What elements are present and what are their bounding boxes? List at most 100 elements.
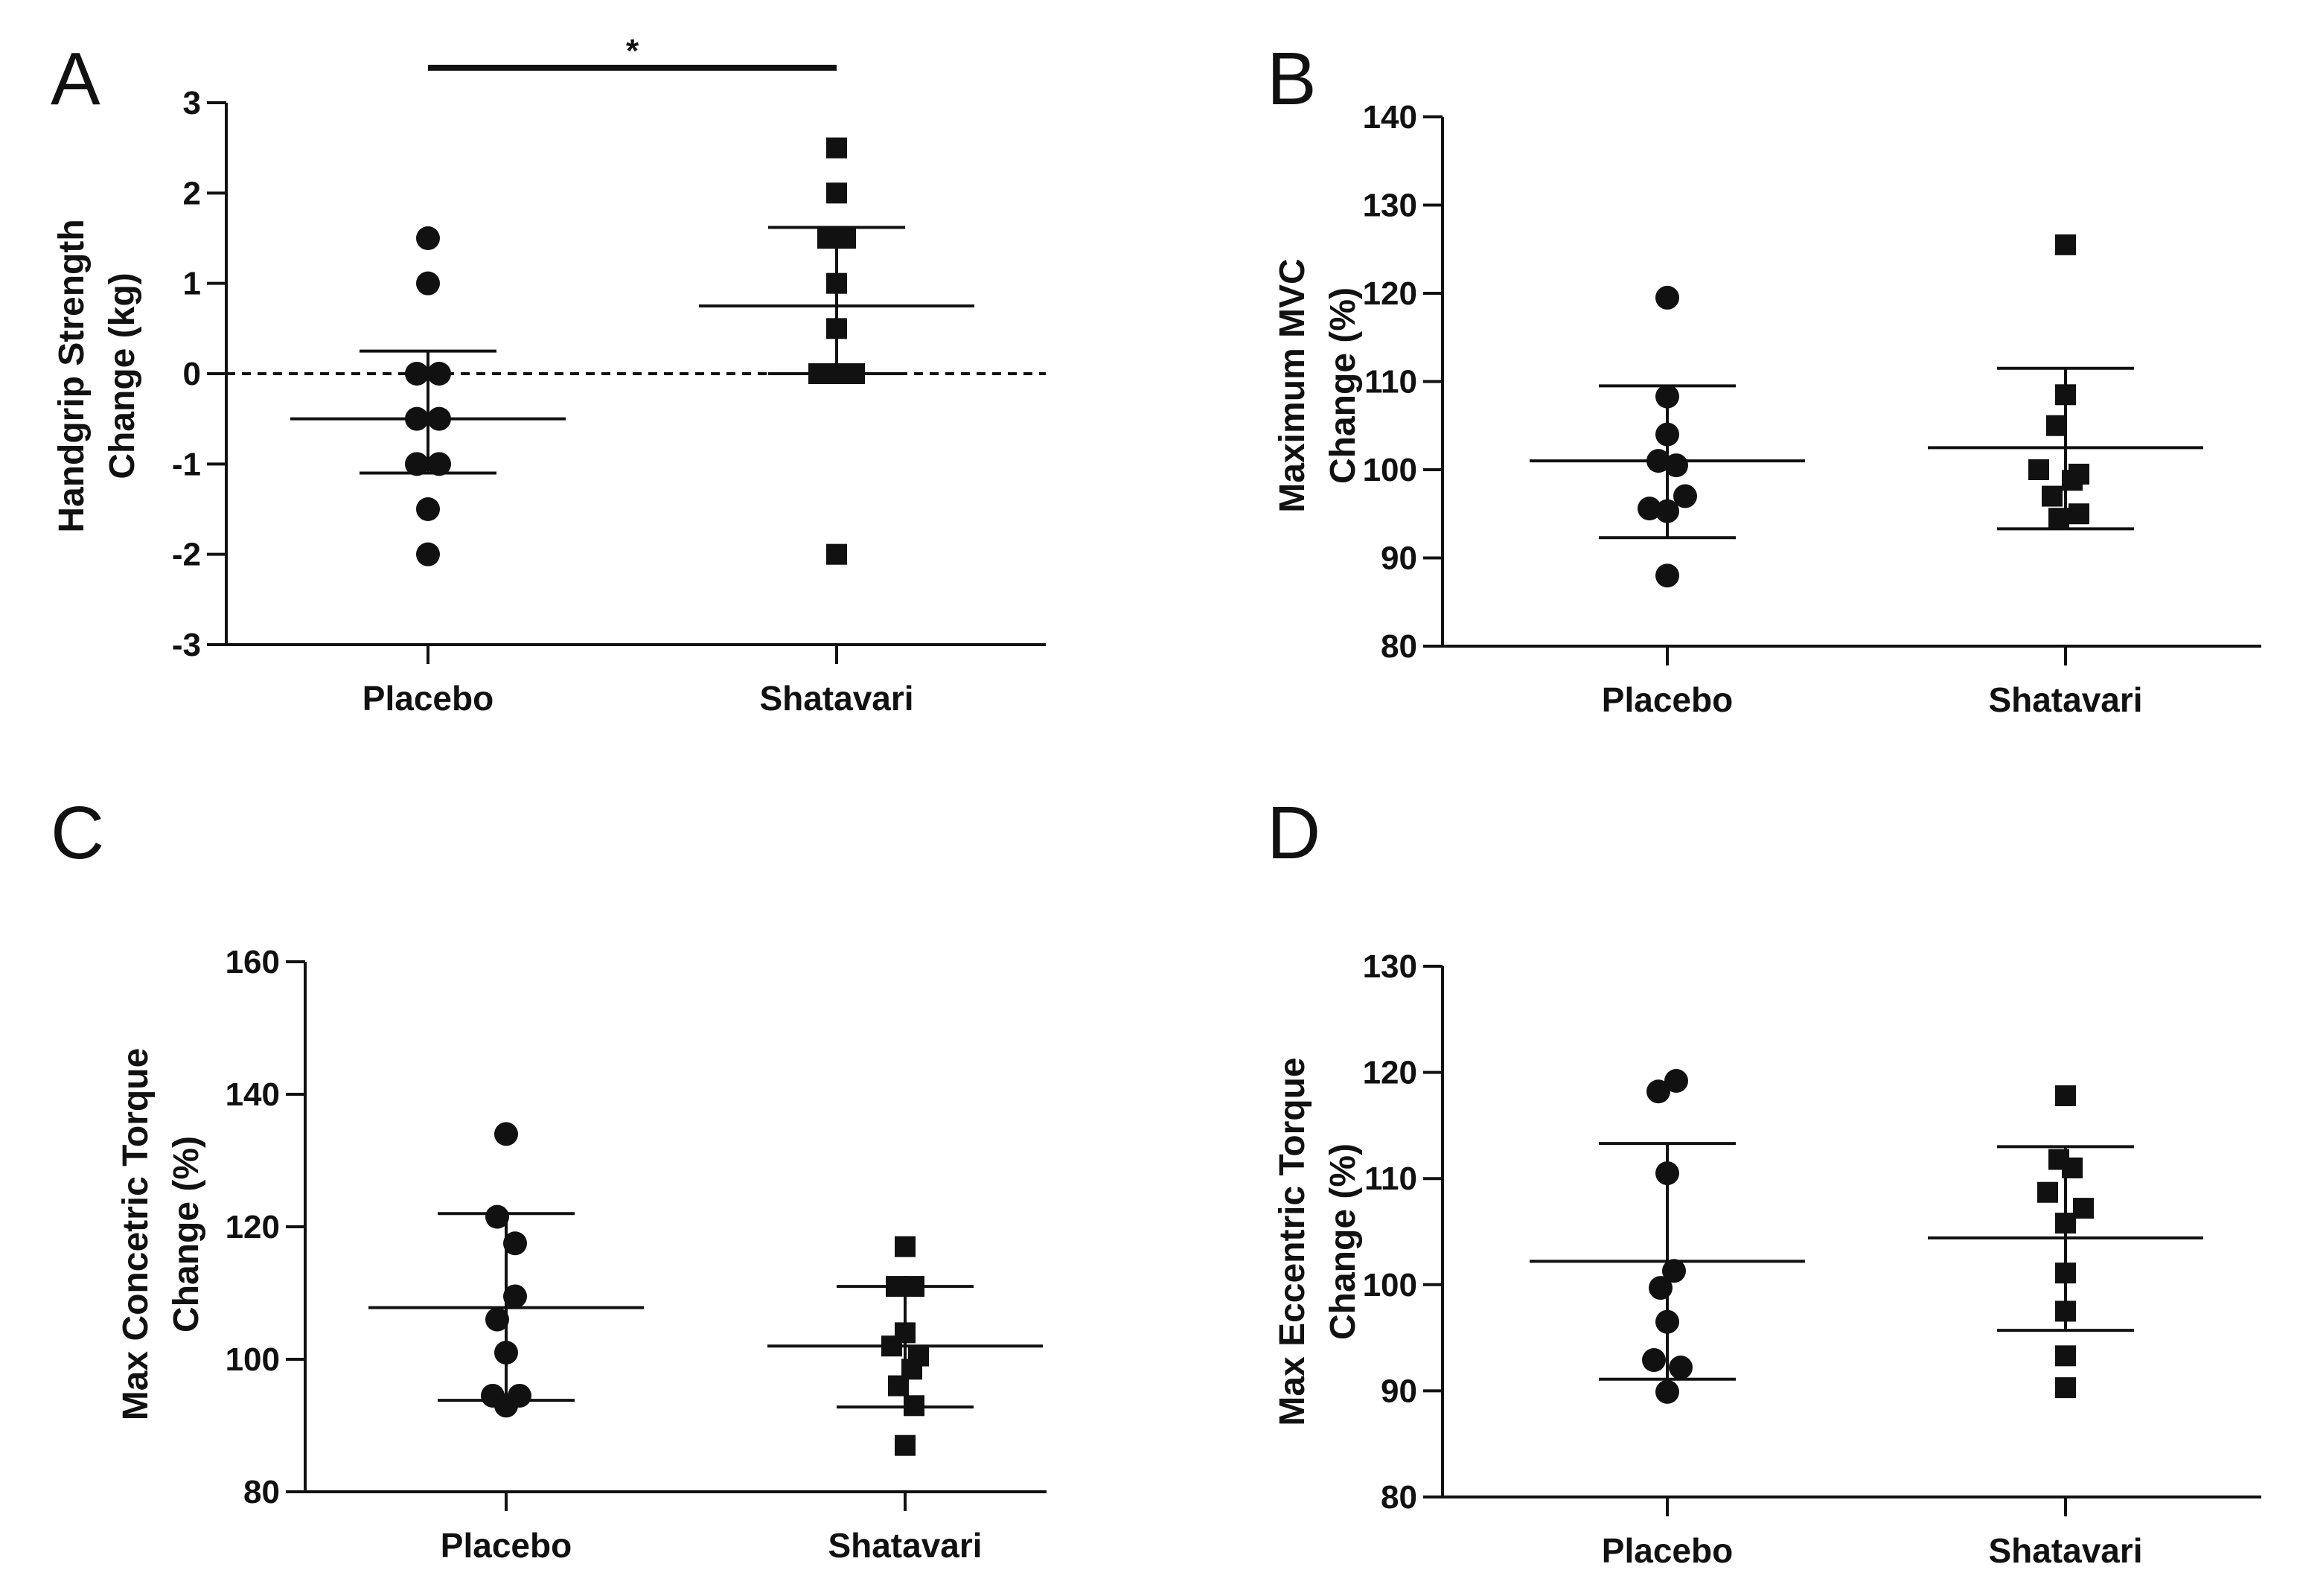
- data-point: [826, 137, 847, 159]
- data-point: [826, 363, 847, 384]
- data-point: [416, 271, 440, 296]
- data-point: [2055, 1300, 2076, 1322]
- data-point: [1655, 564, 1679, 588]
- data-point: [2069, 503, 2089, 525]
- data-point: [1669, 1356, 1693, 1380]
- y-tick-label: 160: [226, 944, 280, 980]
- y-tick-label: 3: [183, 85, 201, 121]
- y-tick-label: 120: [1363, 1055, 1417, 1091]
- data-point: [895, 1434, 916, 1456]
- data-point: [494, 1122, 518, 1146]
- data-point: [808, 363, 829, 384]
- y-tick-label: 2: [183, 175, 201, 211]
- y-axis-title-line1: Max Concetric Torque: [116, 1048, 156, 1421]
- data-point: [485, 1204, 509, 1229]
- y-axis-title-line2: Change (kg): [103, 272, 142, 479]
- data-point: [2055, 1345, 2076, 1367]
- data-point: [416, 497, 440, 521]
- y-tick-label: 80: [243, 1474, 280, 1510]
- plot-area: 80 100 120 140 160 Placebo Shatavari: [226, 944, 1047, 1565]
- y-tick-label: 110: [1364, 1161, 1417, 1197]
- data-point: [835, 228, 856, 249]
- data-point: [886, 1276, 907, 1297]
- y-tick-label: 100: [226, 1341, 280, 1378]
- y-axis-title-line2: Change (%): [1323, 1143, 1363, 1340]
- y-tick-label: 80: [1381, 628, 1417, 665]
- data-point: [2055, 234, 2076, 255]
- data-point: [1662, 1259, 1686, 1283]
- panel-letter: B: [1267, 37, 1317, 121]
- data-point: [2055, 1263, 2076, 1284]
- data-point: [485, 1307, 509, 1332]
- data-point: [2037, 1181, 2058, 1203]
- data-point: [405, 452, 429, 476]
- plot-area: 80 90 100 110 120 130 140 Placebo Shatavari: [1363, 99, 2261, 719]
- panel-letter: C: [51, 791, 104, 875]
- data-point: [503, 1231, 527, 1256]
- data-point: [904, 1276, 924, 1297]
- data-point: [427, 452, 451, 476]
- x-tick-label: Shatavari: [828, 1526, 982, 1565]
- data-point: [1655, 1309, 1679, 1334]
- data-point: [2055, 1085, 2076, 1106]
- y-tick-label: 140: [226, 1076, 280, 1113]
- data-point: [1642, 1348, 1666, 1373]
- data-point: [405, 406, 429, 431]
- x-tick-label: Shatavari: [759, 679, 913, 718]
- data-point: [901, 1359, 922, 1380]
- y-tick-label: 110: [1364, 364, 1417, 400]
- y-tick-label: 80: [1381, 1479, 1417, 1516]
- data-point: [2062, 470, 2083, 491]
- data-point: [826, 318, 847, 339]
- data-point: [1655, 384, 1679, 409]
- data-point: [1649, 1276, 1673, 1300]
- y-axis-title-line1: Handgrip Strength: [52, 219, 92, 532]
- panel-d: D 80 90 100 110 120 130 Placebo Shatavari Max E…: [1267, 791, 2261, 1570]
- data-point: [416, 542, 440, 566]
- data-point: [2055, 1213, 2076, 1234]
- y-tick-label: 120: [1363, 275, 1417, 312]
- y-tick-label: 100: [1363, 1267, 1417, 1303]
- panel-c: C 80 100 120 140 160 Placebo Shatavari Max Con…: [51, 791, 1047, 1565]
- data-point: [2055, 384, 2076, 406]
- x-tick-label: Shatavari: [1988, 680, 2142, 719]
- x-tick-label: Placebo: [441, 1526, 572, 1565]
- y-tick-label: 130: [1363, 948, 1417, 985]
- data-point: [503, 1284, 527, 1309]
- data-point: [895, 1236, 916, 1257]
- data-point: [2042, 485, 2063, 507]
- y-tick-label: -2: [172, 537, 201, 573]
- data-point: [2062, 1157, 2083, 1178]
- y-tick-label: 120: [226, 1209, 280, 1245]
- data-point: [1655, 499, 1679, 523]
- plot-area: -3 -2 -1 0 1 2 3 Placebo Shatavari *: [172, 33, 1046, 718]
- x-tick-label: Shatavari: [1988, 1531, 2142, 1570]
- data-point: [826, 272, 847, 294]
- y-tick-label: 100: [1363, 452, 1417, 488]
- data-point: [904, 1395, 924, 1417]
- data-point: [1655, 422, 1679, 447]
- x-tick-label: Placebo: [1602, 680, 1733, 719]
- y-axis-title-line1: Max Eccentric Torque: [1273, 1057, 1312, 1426]
- data-point: [844, 363, 865, 384]
- data-point: [826, 182, 847, 204]
- data-point: [1646, 1079, 1670, 1104]
- x-tick-label: Placebo: [362, 679, 493, 718]
- y-tick-label: 1: [183, 266, 201, 302]
- panel-b: B 80 90 100 110 120 130 140 Placebo Shatavari Ma…: [1267, 37, 2261, 719]
- data-point: [2048, 508, 2069, 529]
- panel-letter: A: [51, 37, 100, 121]
- data-point: [508, 1383, 531, 1408]
- y-tick-label: 90: [1381, 1373, 1417, 1409]
- y-tick-label: 140: [1363, 99, 1417, 135]
- y-tick-label: 0: [183, 356, 201, 392]
- data-point: [427, 362, 451, 386]
- panel-a: A -3 -2 -1 0 1 2 3 Placebo Shatavari * Handgrip S…: [51, 33, 1046, 718]
- y-tick-label: -3: [172, 627, 201, 663]
- data-point: [405, 362, 429, 386]
- data-point: [2073, 1198, 2094, 1219]
- data-point: [1655, 285, 1679, 310]
- y-tick-label: 90: [1381, 540, 1417, 577]
- panel-letter: D: [1267, 791, 1320, 875]
